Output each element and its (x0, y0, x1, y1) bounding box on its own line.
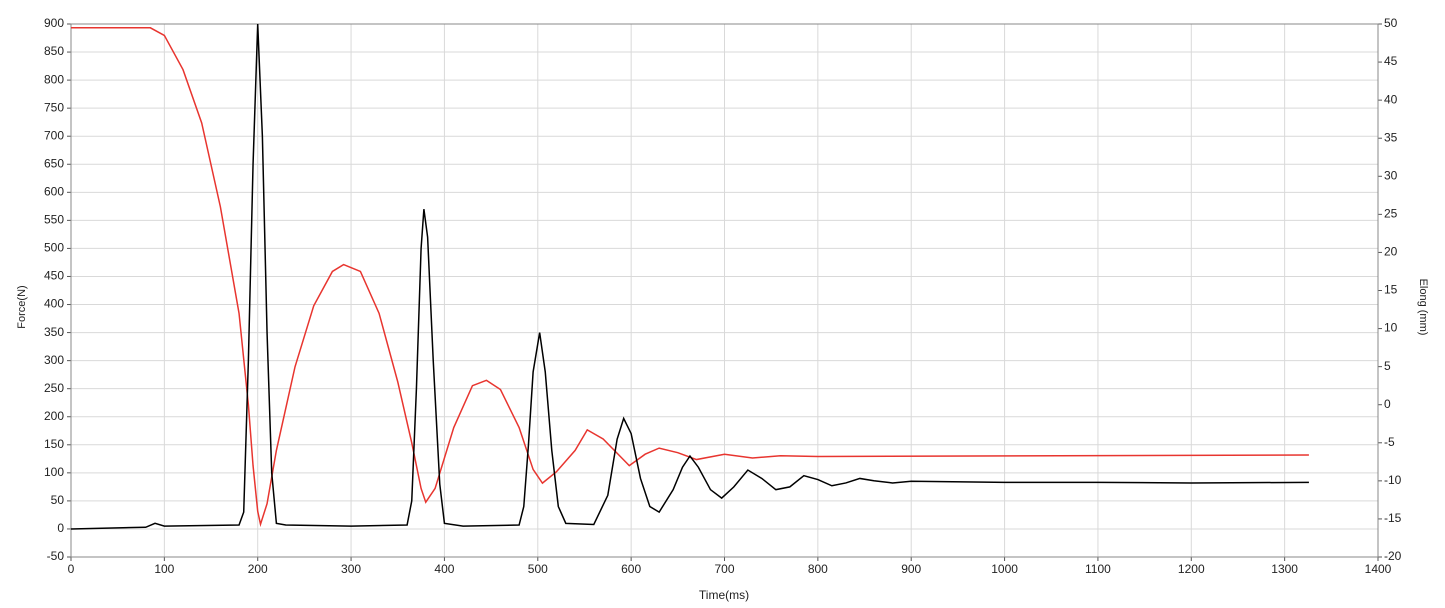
y2-tick-label: 30 (1384, 168, 1398, 182)
x-tick-label: 400 (434, 562, 454, 576)
y-tick-label: 850 (44, 44, 64, 58)
x-tick-label: 0 (68, 562, 75, 576)
x-tick-label: 800 (808, 562, 828, 576)
y-tick-label: 550 (44, 213, 64, 227)
y2-tick-label: 10 (1384, 321, 1398, 335)
x-tick-label: 1000 (991, 562, 1018, 576)
y-tick-label: 900 (44, 16, 64, 30)
y-tick-label: 350 (44, 325, 64, 339)
data-line (70, 23, 1309, 530)
data-line (71, 27, 1309, 528)
plot-frame (70, 23, 1379, 558)
y2-tick-label: -10 (1384, 473, 1402, 487)
x-tick-label: 500 (528, 562, 548, 576)
y-tick-label: 400 (44, 297, 64, 311)
x-tick-label: 300 (341, 562, 361, 576)
y2-tick-label: 45 (1384, 54, 1398, 68)
y-tick-label: 250 (44, 381, 64, 395)
y2-tick-label: -20 (1384, 549, 1402, 563)
y-tick-label: 600 (44, 184, 64, 198)
y-tick-label: 100 (44, 465, 64, 479)
x-tick-label: 700 (714, 562, 734, 576)
y2-tick-label: 50 (1384, 16, 1398, 30)
y-tick-label: 750 (44, 100, 64, 114)
y-tick-label: -50 (47, 549, 65, 563)
y-tick-label: 200 (44, 409, 64, 423)
x-tick-label: 100 (154, 562, 174, 576)
y2-tick-label: -15 (1384, 511, 1402, 525)
y2-axis-label: Elong (mm) (1417, 279, 1429, 336)
y2-tick-label: 35 (1384, 130, 1398, 144)
y2-tick-label: 25 (1384, 207, 1398, 221)
y-tick-label: 500 (44, 241, 64, 255)
x-tick-label: 1200 (1178, 562, 1205, 576)
y2-tick-label: 15 (1384, 283, 1398, 297)
x-tick-label: 600 (621, 562, 641, 576)
y-tick-label: 450 (44, 269, 64, 283)
y2-tick-label: 0 (1384, 397, 1391, 411)
y2-tick-label: 5 (1384, 359, 1391, 373)
x-tick-label: 900 (901, 562, 921, 576)
y2-tick-label: 20 (1384, 245, 1398, 259)
y-tick-label: 300 (44, 353, 64, 367)
y-tick-label: 50 (51, 493, 65, 507)
x-tick-label: 1100 (1085, 562, 1111, 576)
x-tick-label: 1300 (1271, 562, 1298, 576)
y2-tick-label: 40 (1384, 92, 1398, 106)
x-axis-label: Time(ms) (699, 588, 749, 602)
y-tick-label: 0 (57, 521, 64, 535)
x-tick-label: 1400 (1365, 562, 1392, 576)
x-tick-label: 200 (248, 562, 268, 576)
y-tick-label: 150 (44, 437, 64, 451)
y-tick-label: 700 (44, 128, 64, 142)
y2-tick-label: -5 (1384, 435, 1395, 449)
y-axis-label: Force(N) (16, 285, 28, 328)
y-tick-label: 650 (44, 156, 64, 170)
y-tick-label: 800 (44, 72, 64, 86)
